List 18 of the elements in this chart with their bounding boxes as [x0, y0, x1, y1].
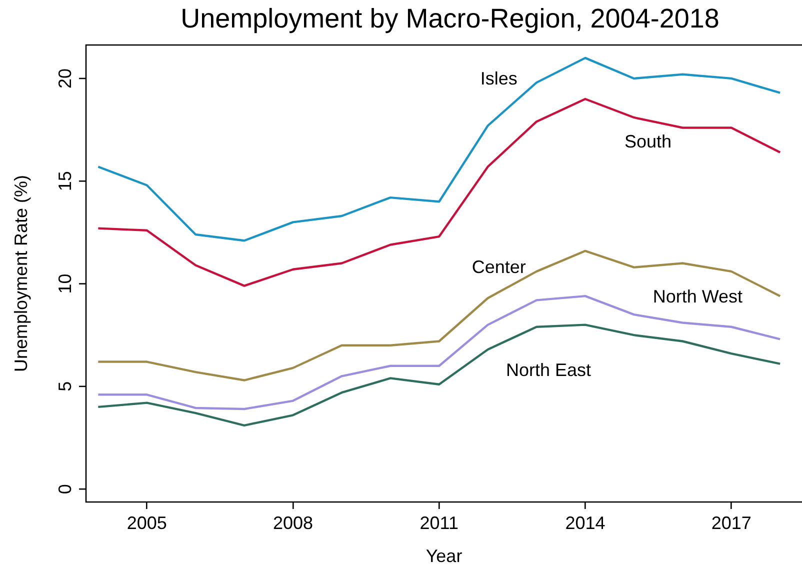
y-axis-title: Unemployment Rate (%) — [10, 174, 31, 372]
y-tick-label: 20 — [54, 68, 75, 88]
series-label: Center — [472, 257, 526, 278]
x-tick-label: 2005 — [126, 512, 167, 533]
series-label: North East — [506, 360, 592, 380]
y-tick-label: 5 — [54, 381, 75, 392]
x-tick-label: 2008 — [272, 512, 314, 533]
y-tick-label: 15 — [54, 171, 75, 192]
y-tick-label: 0 — [54, 484, 75, 494]
series-label: Isles — [480, 68, 518, 89]
x-tick-label: 2011 — [420, 512, 458, 533]
chart-title: Unemployment by Macro-Region, 2004-2018 — [180, 3, 720, 34]
y-tick-label: 10 — [54, 274, 75, 294]
series-label: South — [624, 131, 672, 152]
x-tick-label: 2014 — [565, 512, 606, 533]
x-tick-label: 2017 — [711, 512, 752, 533]
series-label: North West — [652, 286, 743, 307]
x-axis-title: Year — [426, 546, 462, 566]
